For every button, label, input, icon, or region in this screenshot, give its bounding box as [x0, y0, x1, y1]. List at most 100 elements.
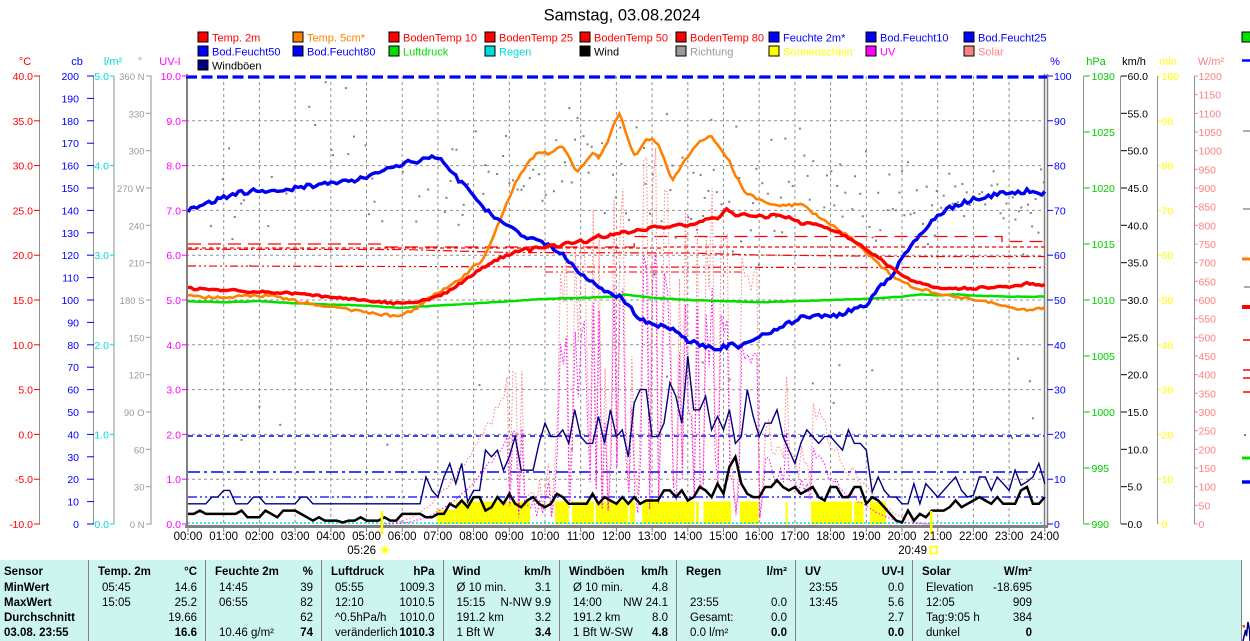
svg-text:16:00: 16:00	[745, 531, 774, 543]
svg-text:-10.0: -10.0	[9, 519, 33, 531]
svg-text:4.0: 4.0	[166, 340, 181, 352]
svg-text:360 N: 360 N	[119, 72, 144, 83]
svg-text:100: 100	[61, 295, 79, 307]
svg-text:4.0: 4.0	[94, 161, 109, 173]
svg-text:BodenTemp 10: BodenTemp 10	[403, 33, 477, 45]
svg-text:60: 60	[134, 445, 145, 456]
svg-text:650: 650	[1199, 276, 1217, 288]
svg-text:40.0: 40.0	[13, 71, 34, 83]
svg-text:km/h: km/h	[1122, 56, 1146, 68]
svg-text:150: 150	[129, 333, 145, 344]
svg-text:400: 400	[1199, 370, 1217, 382]
svg-text:10.0: 10.0	[1128, 444, 1149, 456]
svg-text:00:00: 00:00	[174, 531, 203, 543]
svg-text:1015: 1015	[1092, 239, 1116, 251]
svg-text:21:00: 21:00	[923, 531, 952, 543]
svg-text:17:00: 17:00	[781, 531, 810, 543]
svg-text:40: 40	[1054, 340, 1066, 352]
svg-text:80: 80	[1162, 161, 1174, 173]
svg-text:UV-I: UV-I	[159, 56, 180, 68]
svg-text:100: 100	[1162, 71, 1180, 83]
svg-text:03:00: 03:00	[281, 531, 310, 543]
svg-text:07:00: 07:00	[424, 531, 453, 543]
svg-text:Temp. 2m: Temp. 2m	[212, 33, 260, 45]
svg-text:100: 100	[1054, 71, 1072, 83]
svg-text:%: %	[1050, 56, 1060, 68]
svg-text:08:00: 08:00	[459, 531, 488, 543]
svg-text:1200: 1200	[1199, 71, 1223, 83]
svg-text:22:00: 22:00	[959, 531, 988, 543]
svg-text:09:00: 09:00	[495, 531, 524, 543]
svg-text:2.0: 2.0	[94, 340, 109, 352]
svg-text:90 O: 90 O	[124, 408, 145, 419]
svg-text:5.0: 5.0	[18, 385, 33, 397]
svg-text:0.0: 0.0	[1128, 519, 1143, 531]
svg-text:0: 0	[73, 519, 79, 531]
svg-text:60: 60	[1162, 250, 1174, 262]
svg-text:10.0: 10.0	[13, 340, 34, 352]
svg-text:110: 110	[62, 273, 79, 285]
svg-text:0.0: 0.0	[166, 519, 181, 531]
svg-text:0 N: 0 N	[130, 520, 145, 531]
svg-text:-5.0: -5.0	[15, 474, 33, 486]
svg-text:Bod.Feucht10: Bod.Feucht10	[880, 33, 949, 45]
svg-text:15.0: 15.0	[1128, 407, 1149, 419]
svg-text:100: 100	[1199, 482, 1217, 494]
svg-text:130: 130	[61, 228, 79, 240]
svg-text:55.0: 55.0	[1128, 108, 1149, 120]
svg-text:1.0: 1.0	[94, 429, 109, 441]
svg-text:5.0: 5.0	[1128, 482, 1143, 494]
svg-text:0.0: 0.0	[94, 519, 109, 531]
svg-text:200: 200	[1199, 444, 1217, 456]
svg-text:1000: 1000	[1092, 407, 1116, 419]
svg-text:5.0: 5.0	[166, 295, 181, 307]
svg-text:450: 450	[1199, 351, 1217, 363]
svg-text:Sonnenschein: Sonnenschein	[783, 47, 853, 59]
svg-text:20:49: 20:49	[898, 545, 927, 557]
svg-text:20.0: 20.0	[1128, 370, 1149, 382]
svg-text:80: 80	[1054, 161, 1066, 173]
svg-text:1050: 1050	[1199, 127, 1223, 139]
svg-text:01:00: 01:00	[209, 531, 238, 543]
svg-text:70: 70	[1162, 205, 1174, 217]
svg-text:40: 40	[67, 429, 79, 441]
svg-text:12:00: 12:00	[602, 531, 631, 543]
svg-text:35.0: 35.0	[13, 116, 34, 128]
svg-text:170: 170	[61, 138, 79, 150]
svg-text:1010: 1010	[1092, 295, 1116, 307]
svg-text:210: 210	[129, 259, 145, 270]
svg-text:350: 350	[1199, 388, 1217, 400]
svg-text:11:00: 11:00	[567, 531, 595, 543]
svg-text:Regen: Regen	[499, 47, 531, 59]
svg-text:3.0: 3.0	[94, 250, 109, 262]
svg-text:06:00: 06:00	[388, 531, 417, 543]
svg-text:1000: 1000	[1199, 146, 1223, 158]
svg-text:500: 500	[1199, 332, 1217, 344]
svg-text:70: 70	[1054, 205, 1066, 217]
svg-text:180: 180	[61, 116, 79, 128]
svg-text:900: 900	[1199, 183, 1217, 195]
svg-text:3.0: 3.0	[166, 385, 181, 397]
svg-text:30: 30	[67, 452, 79, 464]
svg-text:40.0: 40.0	[1128, 220, 1149, 232]
svg-text:7.0: 7.0	[166, 205, 181, 217]
svg-text:90: 90	[1162, 116, 1174, 128]
svg-text:2.0: 2.0	[166, 429, 181, 441]
svg-text:Luftdruck: Luftdruck	[403, 47, 449, 59]
svg-text:Bod.Feucht80: Bod.Feucht80	[307, 47, 376, 59]
svg-text:0.0: 0.0	[18, 429, 33, 441]
svg-text:1020: 1020	[1092, 183, 1116, 195]
svg-text:0: 0	[1054, 519, 1060, 531]
svg-text:330: 330	[129, 109, 145, 120]
svg-text:10: 10	[1162, 474, 1174, 486]
svg-text:Temp. 5cm*: Temp. 5cm*	[307, 33, 366, 45]
svg-text:1030: 1030	[1092, 71, 1116, 83]
svg-text:950: 950	[1199, 164, 1217, 176]
svg-text:24:00: 24:00	[1030, 531, 1059, 543]
svg-text:60: 60	[1054, 250, 1066, 262]
svg-text:90: 90	[1054, 116, 1066, 128]
svg-text:50: 50	[1054, 295, 1066, 307]
svg-text:20: 20	[1162, 429, 1174, 441]
svg-text:250: 250	[1199, 426, 1217, 438]
svg-text:0: 0	[1162, 519, 1168, 531]
